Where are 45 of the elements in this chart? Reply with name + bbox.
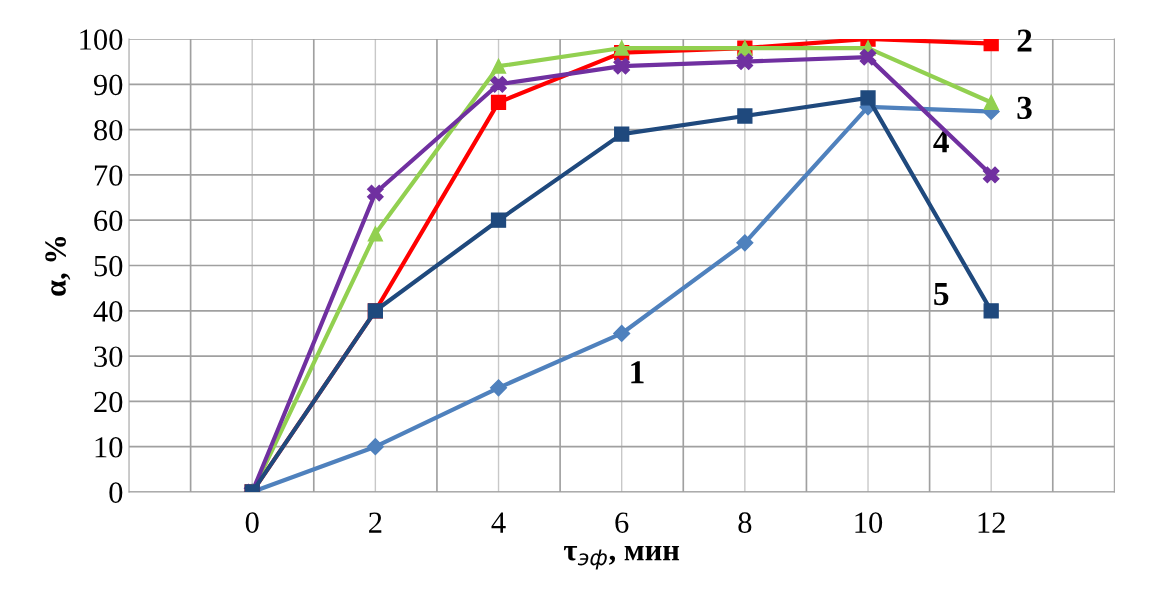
point	[737, 108, 753, 124]
point	[613, 324, 631, 343]
x-tick-label: 6	[615, 512, 629, 533]
point	[614, 126, 630, 142]
x-tick-label: 4	[491, 512, 506, 533]
point	[983, 94, 999, 111]
point	[490, 94, 507, 111]
x-tick-label: 12	[978, 512, 1005, 533]
y-tick-label: 20	[94, 391, 123, 413]
y-tick-label: 30	[94, 346, 123, 367]
series-label: 3	[1017, 96, 1032, 120]
y-tick-label: 80	[94, 119, 123, 141]
y-tick-label: 0	[109, 482, 123, 503]
y-tick-label: 90	[93, 74, 123, 96]
y-tick-label: 40	[93, 301, 123, 322]
point	[367, 184, 384, 202]
point	[613, 57, 631, 75]
series-label: 1	[631, 361, 644, 384]
point	[490, 58, 507, 74]
point	[983, 303, 999, 319]
point	[489, 379, 508, 397]
x-tick-label: 0	[245, 512, 259, 533]
point	[736, 53, 754, 70]
y-tick-label: 10	[95, 436, 123, 458]
point	[860, 90, 876, 106]
y-tick-label: 70	[94, 165, 123, 186]
point	[366, 438, 384, 456]
series-label: 4	[933, 130, 949, 153]
y-tick-label: 50	[94, 255, 123, 277]
point	[859, 48, 877, 66]
point	[736, 234, 754, 252]
series-label: 5	[934, 283, 949, 306]
point	[982, 166, 1000, 184]
x-tick-label: 2	[369, 512, 382, 533]
series-label: 2	[1017, 29, 1032, 52]
x-tick-label: 10	[855, 512, 883, 533]
point	[614, 40, 630, 56]
y-tick-label: 100	[80, 29, 123, 50]
y-axis-title: α, %	[45, 236, 71, 296]
point	[367, 226, 383, 242]
point	[490, 212, 507, 228]
y-tick-label: 60	[94, 210, 123, 232]
x-tick-label: 8	[738, 512, 752, 533]
point	[490, 75, 507, 93]
x-axis-title: τ$_{эф}$, мин	[563, 546, 680, 570]
